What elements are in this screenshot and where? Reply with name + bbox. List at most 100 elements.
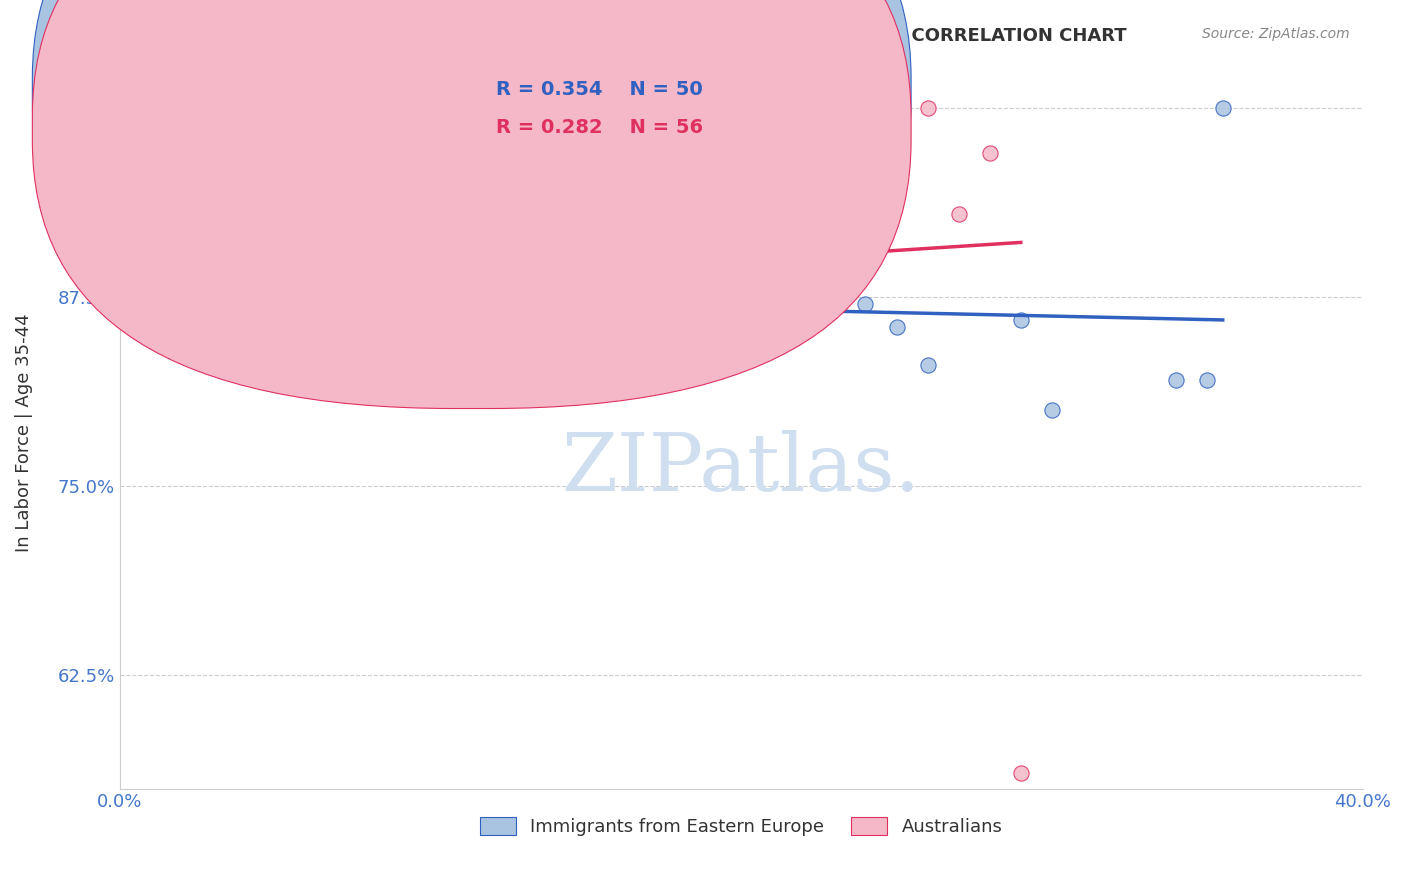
Point bbox=[218, 282, 240, 296]
Text: Source: ZipAtlas.com: Source: ZipAtlas.com bbox=[1202, 27, 1350, 41]
Point bbox=[136, 282, 159, 296]
Point bbox=[419, 297, 441, 311]
Point bbox=[118, 297, 141, 311]
Text: R = 0.282    N = 56: R = 0.282 N = 56 bbox=[496, 118, 703, 137]
Point bbox=[139, 282, 162, 296]
Point bbox=[149, 282, 172, 296]
Point bbox=[481, 275, 503, 289]
Point bbox=[699, 260, 721, 274]
Point bbox=[1197, 373, 1219, 387]
Point bbox=[948, 206, 970, 220]
Point bbox=[134, 297, 156, 311]
Point bbox=[162, 290, 184, 304]
Point bbox=[170, 290, 193, 304]
Point bbox=[134, 297, 156, 311]
Point bbox=[326, 282, 349, 296]
Point bbox=[979, 146, 1001, 161]
Point bbox=[730, 305, 752, 319]
Point bbox=[637, 282, 659, 296]
Point bbox=[111, 290, 134, 304]
Point bbox=[155, 290, 177, 304]
Point bbox=[201, 290, 224, 304]
Point bbox=[823, 101, 845, 115]
Point bbox=[481, 290, 503, 304]
Point bbox=[233, 305, 256, 319]
Point bbox=[886, 101, 908, 115]
Point bbox=[419, 282, 441, 296]
Text: IMMIGRANTS FROM EASTERN EUROPE VS AUSTRALIAN IN LABOR FORCE | AGE 35-44 CORRELAT: IMMIGRANTS FROM EASTERN EUROPE VS AUSTRA… bbox=[56, 27, 1126, 45]
Point bbox=[131, 297, 153, 311]
Point bbox=[131, 290, 153, 304]
Point bbox=[591, 297, 613, 311]
Point bbox=[855, 101, 877, 115]
Point bbox=[152, 282, 174, 296]
Point bbox=[761, 297, 783, 311]
Point bbox=[792, 297, 814, 311]
Point bbox=[357, 221, 380, 235]
Point bbox=[295, 282, 318, 296]
Point bbox=[606, 290, 628, 304]
Point bbox=[1010, 766, 1032, 780]
Point bbox=[886, 320, 908, 334]
Point bbox=[127, 320, 149, 334]
Point bbox=[249, 282, 271, 296]
Point bbox=[917, 358, 939, 372]
Point bbox=[186, 297, 208, 311]
Point bbox=[201, 297, 224, 311]
Point bbox=[512, 290, 534, 304]
Point bbox=[357, 290, 380, 304]
Point bbox=[668, 297, 690, 311]
Point bbox=[127, 282, 149, 296]
Point bbox=[264, 282, 287, 296]
Point bbox=[917, 101, 939, 115]
Point bbox=[1010, 312, 1032, 326]
Point bbox=[1166, 373, 1188, 387]
Point bbox=[167, 312, 190, 326]
Point bbox=[249, 221, 271, 235]
Point bbox=[118, 297, 141, 311]
Point bbox=[311, 282, 333, 296]
Point bbox=[792, 290, 814, 304]
Point bbox=[121, 275, 143, 289]
Point bbox=[1212, 101, 1234, 115]
Point bbox=[512, 297, 534, 311]
Point bbox=[121, 312, 143, 326]
Point bbox=[280, 260, 302, 274]
Point bbox=[124, 267, 146, 281]
Point bbox=[142, 312, 165, 326]
Point bbox=[575, 290, 598, 304]
Point bbox=[136, 290, 159, 304]
Text: R = 0.354    N = 50: R = 0.354 N = 50 bbox=[496, 79, 703, 99]
Point bbox=[295, 320, 318, 334]
Point bbox=[544, 290, 567, 304]
Point bbox=[115, 282, 138, 296]
Point bbox=[186, 305, 208, 319]
Point bbox=[761, 282, 783, 296]
Point bbox=[155, 290, 177, 304]
Point bbox=[1040, 403, 1063, 417]
Point bbox=[142, 305, 165, 319]
Point bbox=[450, 297, 472, 311]
Point bbox=[159, 297, 181, 311]
Point bbox=[218, 282, 240, 296]
Point bbox=[855, 297, 877, 311]
Point bbox=[591, 290, 613, 304]
Point bbox=[146, 290, 169, 304]
Point bbox=[637, 290, 659, 304]
Point bbox=[373, 290, 395, 304]
Point bbox=[326, 244, 349, 259]
Point bbox=[115, 282, 138, 296]
Point bbox=[404, 282, 426, 296]
Point bbox=[450, 282, 472, 296]
Point bbox=[388, 312, 411, 326]
Text: ZIPatlas.: ZIPatlas. bbox=[561, 430, 921, 508]
Point bbox=[606, 297, 628, 311]
Point bbox=[159, 312, 181, 326]
Point bbox=[668, 282, 690, 296]
Point bbox=[280, 297, 302, 311]
Point bbox=[152, 275, 174, 289]
Point bbox=[730, 146, 752, 161]
Point bbox=[165, 297, 187, 311]
Point bbox=[342, 290, 364, 304]
Point bbox=[388, 260, 411, 274]
